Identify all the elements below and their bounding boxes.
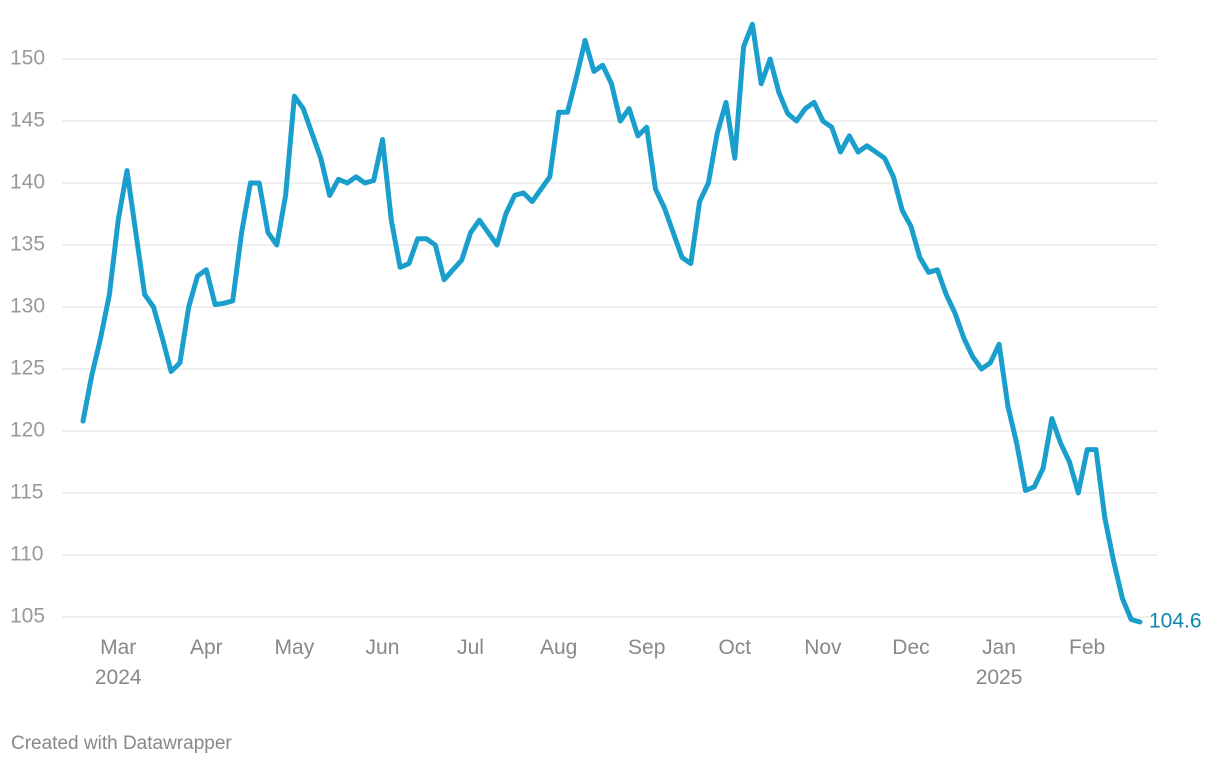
x-tick-label: Sep <box>628 636 666 659</box>
x-tick-label: Jul <box>457 636 484 659</box>
y-tick-label: 135 <box>10 233 45 256</box>
y-tick-label: 110 <box>10 543 43 566</box>
y-tick-label: 105 <box>10 605 45 628</box>
y-tick-label: 115 <box>10 481 43 504</box>
x-tick-label: Jan 2025 <box>975 636 1023 689</box>
line <box>80 21 1143 625</box>
y-tick-label: 145 <box>10 109 45 132</box>
credit: Created with Datawrapper <box>11 733 232 754</box>
chart: 105 110 115 120 125 130 135 140 145 150 104.6 <box>10 21 1202 633</box>
x-tick-label: Mar 2024 <box>94 636 142 689</box>
x-tick-label: Aug <box>539 636 578 659</box>
x-tick-label: May <box>274 636 315 659</box>
x-tick-label: Nov <box>804 636 842 659</box>
x-tick-label: Oct <box>718 636 752 659</box>
y-tick-label: 140 <box>10 171 45 194</box>
y-tick-label: 125 <box>10 357 45 380</box>
end-label: 104.6 <box>1149 610 1202 633</box>
x-tick-label: Jun <box>365 636 400 659</box>
x-tick-label: Apr <box>189 636 223 659</box>
y-tick-label: 150 <box>10 47 45 70</box>
y-tick-label: 130 <box>10 295 45 318</box>
y-tick-label: 120 <box>10 419 45 442</box>
x-tick-label: Dec <box>892 636 930 659</box>
x-tick-label: Feb <box>1069 636 1106 659</box>
